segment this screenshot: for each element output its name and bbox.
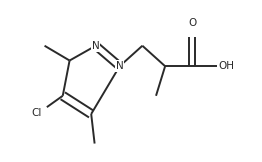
Text: O: O: [188, 17, 196, 28]
Text: N: N: [116, 61, 123, 71]
Text: N: N: [92, 41, 100, 51]
Text: N: N: [116, 61, 123, 71]
Text: OH: OH: [219, 61, 234, 71]
Text: Cl: Cl: [31, 108, 42, 118]
Text: N: N: [92, 41, 100, 51]
